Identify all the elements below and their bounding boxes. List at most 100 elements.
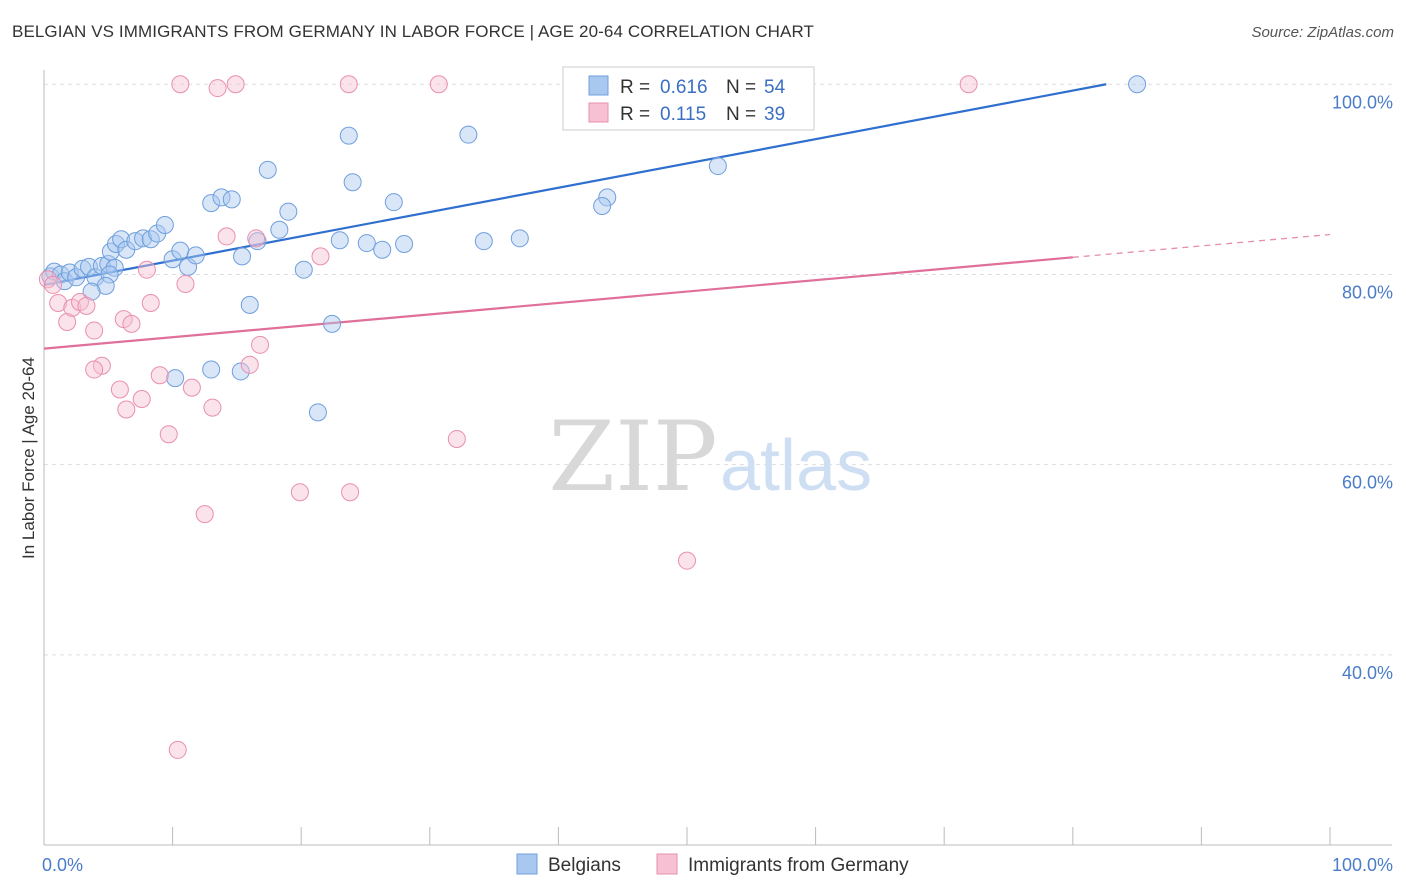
point-belgians-34 [258, 160, 277, 179]
legend-n-label-1: N = [726, 104, 756, 125]
legend-n-label-0: N = [726, 77, 756, 98]
point-belgians-23 [155, 216, 174, 234]
y-axis-label: In Labor Force | Age 20-64 [19, 357, 38, 559]
point-belgians-47 [598, 188, 617, 207]
bottom-legend-swatch-immigrants [656, 853, 678, 875]
point-belgians-40 [343, 173, 362, 192]
point-belgians-31 [233, 247, 252, 266]
watermark: ZIP atlas [548, 401, 872, 513]
point-belgians-14 [82, 282, 101, 301]
point-belgians-45 [459, 125, 478, 144]
legend-n-value-0: 54 [764, 77, 786, 98]
point-immigrants-29 [168, 740, 187, 759]
point-belgians-38 [323, 314, 342, 333]
point-belgians-33 [248, 232, 267, 251]
point-belgians-12 [100, 265, 119, 284]
legend-swatch-belgians [588, 75, 609, 96]
point-belgians-51 [166, 369, 185, 388]
point-immigrants-22 [251, 335, 270, 354]
point-belgians-44 [395, 235, 414, 254]
point-immigrants-35 [117, 400, 136, 419]
y-tick-label-1: 60.0% [1342, 473, 1393, 493]
point-immigrants-34 [959, 75, 978, 94]
point-belgians-27 [186, 246, 205, 265]
y-tick-label-3: 100.0% [1332, 92, 1393, 112]
grid-lines [44, 83, 1392, 656]
trend-lines [43, 83, 1331, 350]
point-immigrants-3 [58, 312, 77, 331]
chart-title: BELGIAN VS IMMIGRANTS FROM GERMANY IN LA… [12, 22, 815, 41]
point-immigrants-36 [110, 380, 129, 399]
point-belgians-6 [73, 259, 92, 278]
point-belgians-28 [202, 194, 221, 213]
point-belgians-25 [171, 241, 190, 260]
point-immigrants-25 [311, 247, 330, 266]
trend-line-belgians [43, 83, 1107, 286]
point-belgians-20 [134, 229, 153, 248]
point-belgians-41 [357, 234, 376, 253]
bottom-legend-swatch-belgians [516, 853, 538, 875]
point-belgians-46 [474, 232, 493, 251]
point-immigrants-7 [85, 321, 104, 340]
axes [43, 70, 1392, 846]
point-immigrants-33 [429, 75, 448, 94]
point-belgians-7 [80, 257, 99, 276]
stats-legend: R = 0.616 N = 54 R = 0.115 N = 39 [562, 66, 815, 131]
data-points [38, 75, 1147, 759]
point-belgians-54 [339, 126, 358, 145]
point-immigrants-6 [77, 296, 96, 315]
point-immigrants-27 [447, 429, 466, 448]
point-immigrants-15 [159, 425, 178, 444]
legend-swatch-immigrants [588, 102, 609, 123]
point-immigrants-20 [217, 227, 236, 246]
point-immigrants-37 [137, 260, 156, 279]
point-immigrants-17 [182, 378, 201, 397]
trend-line-immigrants [43, 256, 1073, 350]
point-belgians-57 [1128, 75, 1147, 94]
point-immigrants-9 [85, 360, 104, 379]
point-immigrants-13 [141, 293, 160, 312]
point-immigrants-23 [247, 229, 266, 248]
point-immigrants-0 [38, 270, 57, 289]
legend-n-value-1: 39 [764, 104, 785, 125]
point-belgians-17 [112, 230, 131, 249]
x-tick-label-1: 100.0% [1332, 855, 1393, 875]
trend-line-extension-immigrants [1072, 233, 1331, 258]
point-immigrants-2 [49, 293, 68, 312]
point-belgians-39 [330, 231, 349, 250]
point-belgians-35 [270, 220, 289, 239]
point-belgians-55 [510, 229, 529, 248]
point-belgians-52 [231, 362, 250, 381]
y-tick-label-0: 40.0% [1342, 663, 1393, 683]
point-immigrants-32 [339, 75, 358, 94]
point-belgians-43 [384, 193, 403, 212]
point-belgians-16 [107, 235, 126, 254]
point-belgians-42 [373, 240, 392, 259]
point-belgians-53 [308, 403, 327, 422]
point-immigrants-24 [290, 483, 309, 502]
legend-r-value-1: 0.115 [660, 104, 706, 125]
point-immigrants-14 [150, 366, 169, 385]
point-belgians-30 [222, 190, 241, 209]
point-belgians-36 [279, 202, 298, 221]
bottom-legend: Belgians Immigrants from Germany [516, 853, 909, 876]
point-immigrants-30 [171, 75, 190, 94]
point-belgians-37 [294, 260, 313, 279]
point-immigrants-38 [208, 79, 227, 98]
point-immigrants-21 [240, 355, 259, 374]
point-belgians-48 [593, 196, 612, 215]
bottom-legend-label-immigrants: Immigrants from Germany [688, 855, 909, 876]
point-immigrants-12 [132, 390, 151, 409]
point-belgians-49 [708, 157, 727, 176]
point-immigrants-1 [44, 275, 63, 294]
legend-r-label-1: R = [620, 104, 650, 125]
point-immigrants-11 [122, 314, 141, 333]
source-credit: Source: ZipAtlas.com [1251, 24, 1394, 41]
watermark-zip: ZIP [548, 401, 717, 513]
tick-labels: 40.0% 60.0% 80.0% 100.0% 0.0% 100.0% [42, 92, 1393, 875]
point-immigrants-16 [176, 274, 195, 293]
point-belgians-50 [202, 360, 221, 379]
point-immigrants-28 [678, 551, 696, 570]
watermark-atlas: atlas [720, 426, 872, 506]
